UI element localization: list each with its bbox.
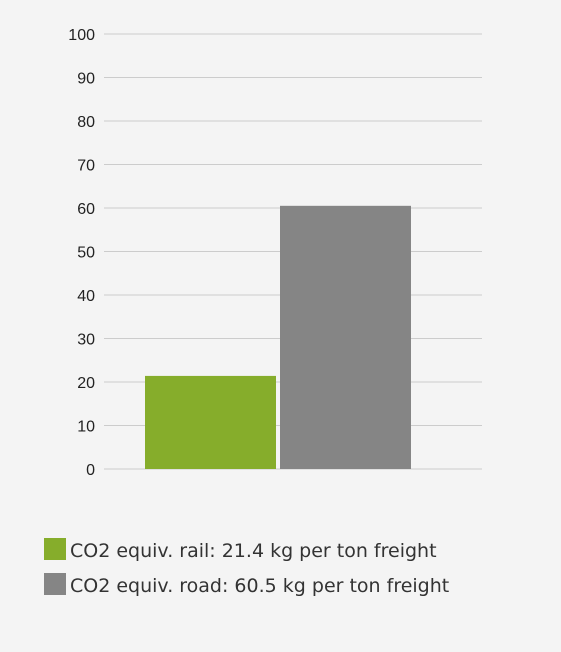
legend-item-road: CO2 equiv. road: 60.5 kg per ton freight (44, 573, 450, 597)
legend-label-rail: CO2 equiv. rail: 21.4 kg per ton freight (70, 540, 437, 562)
y-tick-label-100: 100 (68, 27, 95, 44)
y-tick-label-70: 70 (77, 158, 95, 175)
legend-label-road: CO2 equiv. road: 60.5 kg per ton freight (70, 575, 450, 597)
bar-road (280, 205, 411, 469)
y-tick-label-10: 10 (77, 419, 95, 436)
y-tick-label-0: 0 (86, 462, 95, 479)
legend-swatch-rail (44, 538, 66, 560)
y-tick-label-30: 30 (77, 332, 95, 349)
bars (145, 205, 411, 469)
y-tick-label-80: 80 (77, 114, 95, 131)
y-tick-label-60: 60 (77, 201, 95, 218)
y-tick-label-50: 50 (77, 245, 95, 262)
bar-chart: 0 10 20 30 40 50 60 70 80 90 100 (68, 27, 482, 479)
y-tick-label-90: 90 (77, 71, 95, 88)
y-tick-label-20: 20 (77, 375, 95, 392)
legend-swatch-road (44, 573, 66, 595)
chart-legend: CO2 equiv. rail: 21.4 kg per ton freight… (44, 534, 544, 604)
y-tick-label-40: 40 (77, 288, 95, 305)
y-axis-tick-labels: 0 10 20 30 40 50 60 70 80 90 100 (68, 27, 95, 479)
bar-rail (145, 375, 276, 469)
legend-item-rail: CO2 equiv. rail: 21.4 kg per ton freight (44, 538, 437, 562)
